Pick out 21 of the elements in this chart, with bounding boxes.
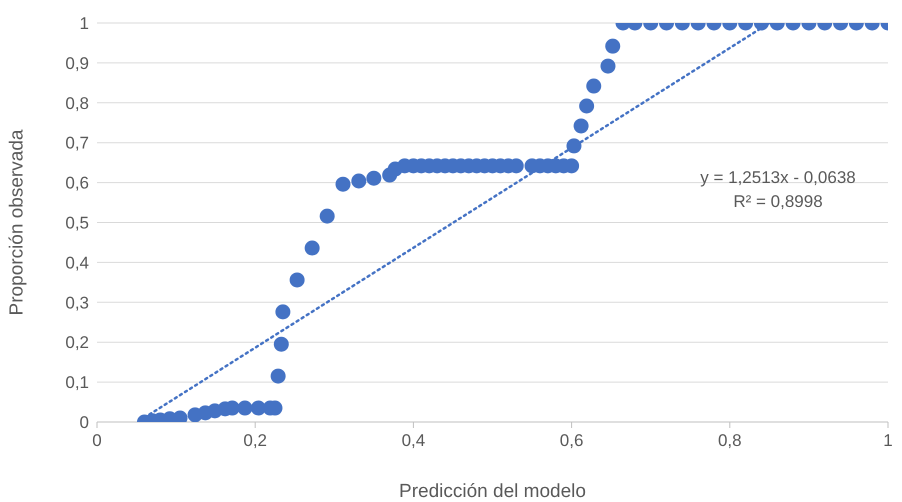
y-tick-label: 0,5 bbox=[65, 214, 89, 233]
annotation: R² = 0,8998 bbox=[732, 191, 824, 213]
y-tick-label: 0,7 bbox=[65, 134, 89, 153]
x-tick-label: 0,2 bbox=[243, 431, 268, 450]
x-axis-title: Predicción del modelo bbox=[399, 481, 586, 502]
y-tick-label: 0,6 bbox=[65, 174, 89, 193]
y-tick-label: 0 bbox=[80, 413, 89, 432]
y-tick-label: 0,8 bbox=[65, 94, 89, 113]
y-tick-label: 0,3 bbox=[65, 293, 89, 312]
x-tick-label: 0,6 bbox=[560, 431, 584, 450]
x-tick-label: 1 bbox=[883, 431, 893, 450]
y-tick-label: 0,2 bbox=[65, 333, 89, 352]
y-tick-label: 0,9 bbox=[65, 54, 89, 73]
y-tick-label: 0,1 bbox=[65, 373, 89, 392]
x-tick-label: 0,4 bbox=[402, 431, 426, 450]
y-tick-label: 0,4 bbox=[65, 253, 89, 272]
x-tick-label: 0,8 bbox=[718, 431, 742, 450]
x-tick-label: 0 bbox=[92, 431, 102, 450]
y-tick-label: 1 bbox=[80, 14, 89, 34]
y-axis-title: Proporción observada bbox=[6, 129, 28, 316]
annotation: y = 1,2513x - 0,0638 bbox=[699, 167, 857, 189]
